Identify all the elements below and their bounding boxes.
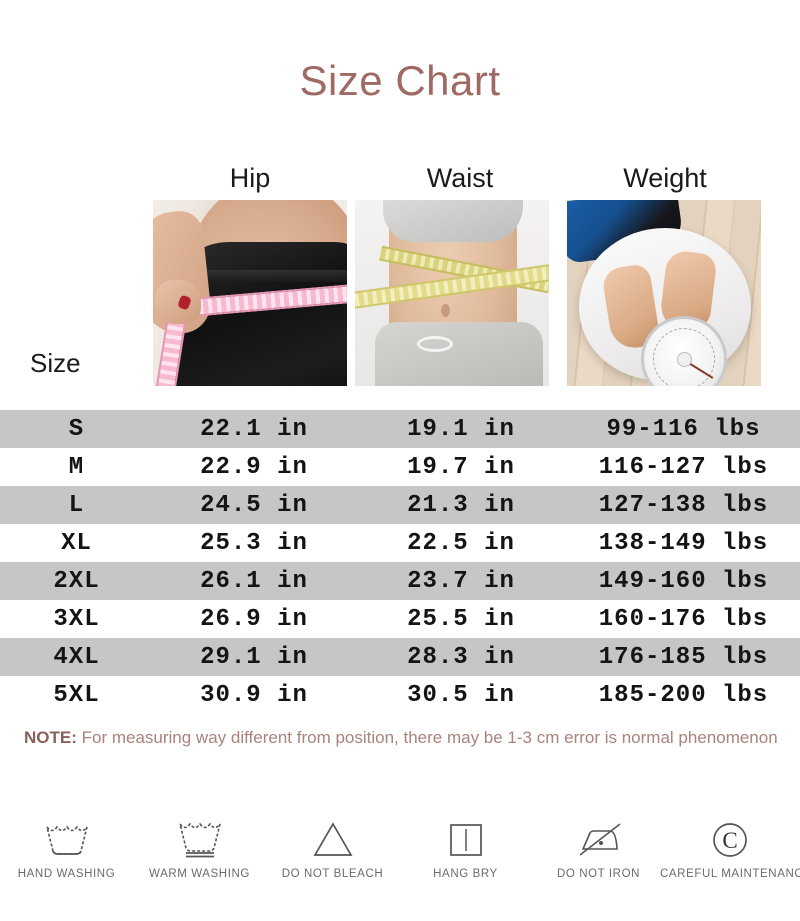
cell-hip: 25.3 in <box>200 529 308 557</box>
cell-size: 5XL <box>53 681 100 709</box>
cell-size: L <box>68 491 85 519</box>
cell-weight: 176-185 lbs <box>598 643 769 671</box>
care-item-hang-dry: HANG BRY <box>399 812 532 880</box>
column-headers: Hip Waist Weight <box>0 163 800 199</box>
gray-sweatpants-shape <box>375 322 543 386</box>
cell-size: 2XL <box>53 567 100 595</box>
waist-measurement-photo <box>355 200 549 386</box>
careful-maintenance-icon: C <box>660 812 800 868</box>
cell-hip: 22.9 in <box>200 453 308 481</box>
care-label: CAREFUL MAINTENANCE <box>660 868 800 880</box>
cell-size: M <box>68 453 85 481</box>
table-row: M 22.9 in 19.7 in 116-127 lbs <box>0 448 800 486</box>
table-row: S 22.1 in 19.1 in 99-116 lbs <box>0 410 800 448</box>
weight-scale-photo <box>567 200 761 386</box>
care-item-hand-washing: HAND WASHING <box>0 812 133 880</box>
cell-weight: 149-160 lbs <box>598 567 769 595</box>
warm-washing-icon <box>133 812 266 868</box>
svg-text:C: C <box>722 828 737 853</box>
care-label: DO NOT BLEACH <box>281 868 384 880</box>
cell-waist: 23.7 in <box>407 567 515 595</box>
cell-waist: 30.5 in <box>407 681 515 709</box>
do-not-iron-icon <box>532 812 665 868</box>
care-instructions: HAND WASHING WARM WASHING DO NOT BLEACH <box>0 812 800 912</box>
care-item-do-not-bleach: DO NOT BLEACH <box>266 812 399 880</box>
measurement-photos <box>0 200 800 386</box>
cell-waist: 22.5 in <box>407 529 515 557</box>
note-text: For measuring way different from positio… <box>76 728 778 747</box>
cell-waist: 21.3 in <box>407 491 515 519</box>
table-row: 4XL 29.1 in 28.3 in 176-185 lbs <box>0 638 800 676</box>
table-row: 5XL 30.9 in 30.5 in 185-200 lbs <box>0 676 800 714</box>
care-item-warm-washing: WARM WASHING <box>133 812 266 880</box>
care-label: WARM WASHING <box>149 868 250 880</box>
cell-weight: 99-116 lbs <box>606 415 761 443</box>
cell-hip: 24.5 in <box>200 491 308 519</box>
cell-hip: 29.1 in <box>200 643 308 671</box>
column-header-waist: Waist <box>426 163 494 193</box>
cell-weight: 127-138 lbs <box>598 491 769 519</box>
care-label: HAND WASHING <box>17 868 116 880</box>
size-column-label: Size <box>30 348 81 378</box>
cell-size: 3XL <box>53 605 100 633</box>
cell-size: 4XL <box>53 643 100 671</box>
note-prefix: NOTE: <box>24 728 77 747</box>
drawstring-bow-shape <box>417 336 453 352</box>
table-row: XL 25.3 in 22.5 in 138-149 lbs <box>0 524 800 562</box>
cell-weight: 116-127 lbs <box>598 453 769 481</box>
gray-crop-top-shape <box>383 200 523 242</box>
column-header-hip: Hip <box>229 163 271 193</box>
care-label: DO NOT IRON <box>556 868 641 880</box>
cell-size: S <box>68 415 85 443</box>
scale-dial <box>641 316 727 386</box>
cell-waist: 19.7 in <box>407 453 515 481</box>
hip-measurement-photo <box>153 200 347 386</box>
do-not-bleach-icon <box>266 812 399 868</box>
cell-hip: 26.1 in <box>200 567 308 595</box>
cell-waist: 25.5 in <box>407 605 515 633</box>
scale-hub <box>677 352 692 367</box>
cell-waist: 19.1 in <box>407 415 515 443</box>
measurement-note: NOTE: For measuring way different from p… <box>24 726 784 750</box>
table-row: L 24.5 in 21.3 in 127-138 lbs <box>0 486 800 524</box>
size-table: S 22.1 in 19.1 in 99-116 lbs M 22.9 in 1… <box>0 410 800 714</box>
page-title: Size Chart <box>299 57 501 104</box>
navel-shape <box>441 304 450 317</box>
table-row: 3XL 26.9 in 25.5 in 160-176 lbs <box>0 600 800 638</box>
care-item-do-not-iron: DO NOT IRON <box>532 812 665 880</box>
cell-weight: 160-176 lbs <box>598 605 769 633</box>
cell-hip: 26.9 in <box>200 605 308 633</box>
hang-dry-icon <box>399 812 532 868</box>
hand-washing-icon <box>0 812 133 868</box>
cell-weight: 185-200 lbs <box>598 681 769 709</box>
column-header-weight: Weight <box>623 163 707 193</box>
cell-size: XL <box>61 529 92 557</box>
table-row: 2XL 26.1 in 23.7 in 149-160 lbs <box>0 562 800 600</box>
care-item-careful-maintenance: C CAREFUL MAINTENANCE <box>660 812 800 880</box>
cell-hip: 22.1 in <box>200 415 308 443</box>
cell-weight: 138-149 lbs <box>598 529 769 557</box>
cell-waist: 28.3 in <box>407 643 515 671</box>
bathroom-scale-shape <box>579 228 751 386</box>
cell-hip: 30.9 in <box>200 681 308 709</box>
care-label: HANG BRY <box>433 868 498 880</box>
